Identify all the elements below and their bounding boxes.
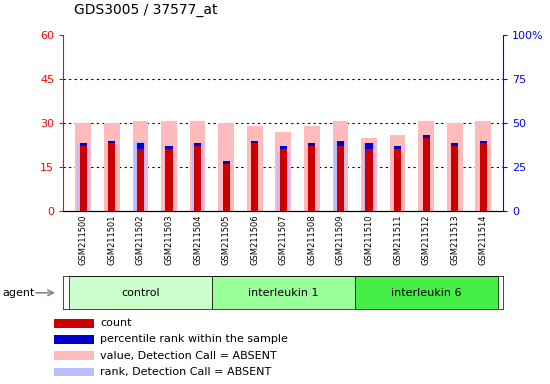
Bar <box>223 161 230 211</box>
Text: GSM211508: GSM211508 <box>307 214 316 265</box>
Bar <box>134 141 146 211</box>
Text: GSM211501: GSM211501 <box>107 214 116 265</box>
Text: value, Detection Call = ABSENT: value, Detection Call = ABSENT <box>100 351 277 361</box>
Text: GSM211502: GSM211502 <box>136 214 145 265</box>
Bar <box>194 146 201 211</box>
Bar <box>77 144 89 211</box>
Bar <box>54 319 94 328</box>
Text: GSM211510: GSM211510 <box>365 214 373 265</box>
Bar <box>190 121 205 211</box>
Bar <box>394 146 401 149</box>
Text: GSM211504: GSM211504 <box>193 214 202 265</box>
Text: interleukin 6: interleukin 6 <box>391 288 461 298</box>
Bar <box>451 146 458 211</box>
Text: interleukin 1: interleukin 1 <box>248 288 318 298</box>
Bar <box>108 141 116 211</box>
Text: GSM211507: GSM211507 <box>279 214 288 265</box>
Bar <box>337 146 344 211</box>
Bar <box>333 121 348 211</box>
Text: GSM211511: GSM211511 <box>393 214 402 265</box>
Text: percentile rank within the sample: percentile rank within the sample <box>100 334 288 344</box>
Bar <box>390 135 405 211</box>
Bar <box>104 123 120 211</box>
Bar <box>363 144 375 211</box>
Bar <box>80 146 87 211</box>
Bar <box>80 144 87 146</box>
Bar <box>447 123 463 211</box>
Bar <box>308 144 315 211</box>
Bar <box>418 121 434 211</box>
Bar <box>280 146 287 149</box>
Bar <box>277 152 289 211</box>
Text: control: control <box>121 288 160 298</box>
Bar <box>166 146 173 149</box>
Bar <box>166 149 173 211</box>
Bar <box>69 276 212 309</box>
Bar <box>75 123 91 211</box>
Bar <box>337 141 344 146</box>
Bar <box>191 144 204 211</box>
Text: GSM211503: GSM211503 <box>164 214 173 265</box>
Bar <box>304 126 320 211</box>
Bar <box>223 161 230 164</box>
Bar <box>475 121 491 211</box>
Bar <box>54 367 94 376</box>
Bar <box>365 149 372 211</box>
Bar <box>422 137 430 211</box>
Bar <box>365 144 372 149</box>
Bar <box>137 149 144 211</box>
Text: agent: agent <box>3 288 35 298</box>
Bar <box>247 126 262 211</box>
Bar <box>276 132 291 211</box>
Text: GSM211509: GSM211509 <box>336 214 345 265</box>
Bar <box>251 141 258 143</box>
Bar <box>212 276 355 309</box>
Bar <box>355 276 498 309</box>
Bar <box>422 135 430 137</box>
Bar <box>280 149 287 211</box>
Text: GSM211500: GSM211500 <box>79 214 88 265</box>
Text: GSM211513: GSM211513 <box>450 214 459 265</box>
Text: GDS3005 / 37577_at: GDS3005 / 37577_at <box>74 3 218 17</box>
Text: GSM211505: GSM211505 <box>222 214 230 265</box>
Bar <box>334 141 346 211</box>
Bar <box>394 149 401 211</box>
Text: GSM211506: GSM211506 <box>250 214 259 265</box>
Bar <box>133 121 148 211</box>
Bar <box>480 144 487 211</box>
Text: rank, Detection Call = ABSENT: rank, Detection Call = ABSENT <box>100 367 272 377</box>
Bar <box>451 144 458 146</box>
Bar <box>194 144 201 146</box>
Text: count: count <box>100 318 132 328</box>
Text: GSM211514: GSM211514 <box>478 214 488 265</box>
Bar <box>480 141 487 144</box>
Bar <box>251 141 258 211</box>
Bar <box>161 121 177 211</box>
Text: GSM211512: GSM211512 <box>422 214 431 265</box>
Bar <box>308 144 315 146</box>
Bar <box>54 351 94 360</box>
Bar <box>218 123 234 211</box>
Bar <box>137 144 144 149</box>
Bar <box>108 141 116 143</box>
Bar <box>54 335 94 344</box>
Bar <box>361 137 377 211</box>
